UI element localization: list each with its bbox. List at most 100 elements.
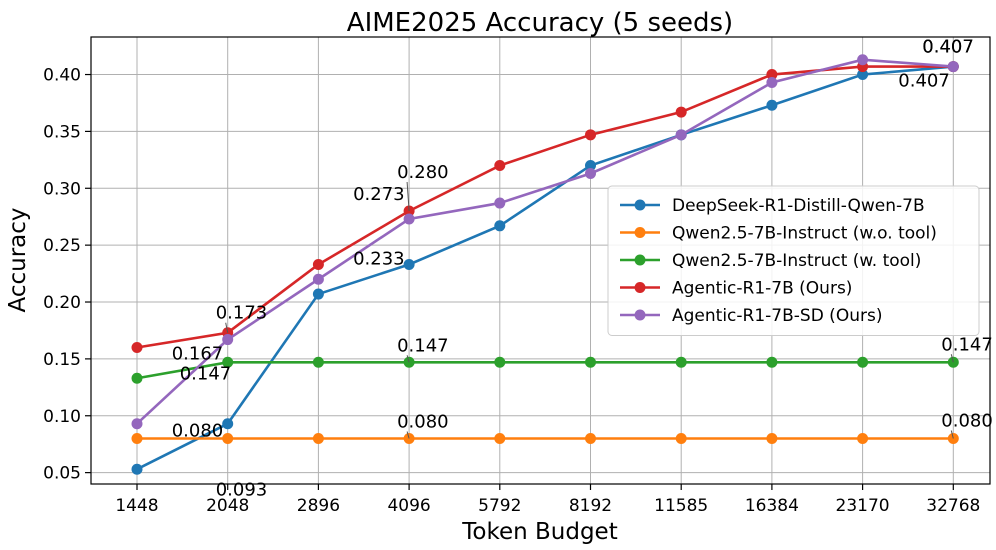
- data-point: [222, 433, 234, 445]
- legend-label: Agentic-R1-7B-SD (Ours): [672, 306, 882, 326]
- data-point: [585, 129, 596, 141]
- data-point: [222, 334, 234, 346]
- x-tick-label: 2896: [297, 496, 340, 516]
- data-point: [312, 273, 324, 285]
- data-label: 0.407: [922, 37, 974, 58]
- data-point: [585, 167, 596, 179]
- data-label: 0.167: [172, 344, 224, 365]
- y-tick-label: 0.10: [43, 407, 81, 427]
- y-tick-label: 0.15: [43, 350, 81, 370]
- y-tick-label: 0.40: [43, 66, 81, 86]
- data-point: [675, 433, 687, 445]
- legend-label: Qwen2.5-7B-Instruct (w.o. tool): [672, 224, 937, 244]
- data-point: [857, 54, 869, 66]
- data-point: [766, 356, 778, 368]
- y-axis-label: Accuracy: [5, 207, 31, 312]
- x-tick-label: 5792: [478, 496, 521, 516]
- data-point: [766, 433, 778, 445]
- data-point: [675, 129, 687, 141]
- y-tick-label: 0.05: [43, 464, 81, 484]
- data-label: 0.147: [180, 363, 232, 384]
- data-point: [947, 61, 959, 73]
- legend-label: Qwen2.5-7B-Instruct (w. tool): [672, 251, 921, 271]
- label-leader: [406, 181, 410, 212]
- data-point: [585, 356, 596, 368]
- legend-swatch-marker: [634, 227, 646, 238]
- y-tick-label: 0.25: [43, 236, 81, 256]
- plot-frame: [90, 36, 991, 485]
- data-label: 0.147: [397, 335, 449, 356]
- data-label: 0.407: [922, 37, 974, 58]
- label-leader: [950, 354, 954, 363]
- data-point: [131, 342, 143, 354]
- data-label: 0.280: [397, 162, 449, 183]
- series-1: [131, 433, 959, 445]
- x-tick-label: 16384: [745, 496, 799, 516]
- x-tick-label: 1448: [115, 496, 158, 516]
- chart-title: AIME2025 Accuracy (5 seeds): [347, 8, 733, 38]
- data-label: 0.407: [898, 71, 950, 92]
- data-point: [312, 288, 324, 300]
- data-label: 0.080: [397, 412, 449, 433]
- data-point: [585, 433, 596, 445]
- series-2: [131, 356, 959, 384]
- data-label: 0.080: [941, 411, 993, 432]
- series-line: [136, 65, 954, 471]
- data-point: [312, 433, 324, 445]
- data-point: [312, 258, 324, 270]
- legend-box: [607, 185, 980, 336]
- data-point: [857, 69, 869, 81]
- data-point: [766, 99, 778, 111]
- series-4: [131, 54, 959, 430]
- data-point: [675, 356, 687, 368]
- legend-swatch-marker: [634, 254, 646, 266]
- data-point: [131, 372, 143, 384]
- data-point: [857, 356, 869, 368]
- x-tick-label: 32768: [926, 496, 980, 516]
- x-tick-label: 8192: [569, 496, 612, 516]
- label-leader: [406, 355, 410, 363]
- data-point: [766, 76, 778, 88]
- y-tick-label: 0.35: [43, 122, 81, 142]
- data-point: [494, 433, 506, 445]
- data-label: 0.093: [216, 480, 268, 501]
- x-tick-label: 4096: [387, 496, 430, 516]
- legend-swatch-marker: [634, 199, 646, 211]
- y-tick-label: 0.30: [43, 179, 81, 199]
- data-label: 0.273: [353, 184, 405, 205]
- data-label: 0.147: [941, 334, 993, 355]
- data-label: 0.080: [172, 421, 224, 442]
- data-point: [494, 356, 506, 368]
- label-leader: [406, 431, 410, 439]
- series-line: [136, 58, 954, 425]
- data-point: [131, 418, 143, 430]
- legend-label: DeepSeek-R1-Distill-Qwen-7B: [672, 196, 925, 216]
- data-point: [494, 197, 506, 209]
- data-labels: 0.0800.0930.1470.1670.1730.0800.1470.233…: [172, 37, 993, 501]
- data-point: [494, 160, 506, 172]
- label-leader: [950, 430, 954, 439]
- data-point: [857, 433, 869, 445]
- data-point: [131, 463, 143, 475]
- data-point: [403, 213, 415, 225]
- data-point: [222, 356, 234, 368]
- y-tick-label: 0.20: [43, 293, 81, 313]
- axes: 1448 2048 2896 4096 5792 8192 11585 16384 23170 3…: [43, 36, 991, 516]
- data-point: [585, 160, 596, 172]
- legend-label: Agentic-R1-7B (Ours): [672, 279, 852, 299]
- data-point: [312, 356, 324, 368]
- data-point: [675, 106, 687, 118]
- legend-swatch-marker: [634, 282, 646, 293]
- series-line: [136, 360, 954, 380]
- x-tick-label: 11585: [654, 496, 708, 516]
- legend: DeepSeek-R1-Distill-Qwen-7B Qwen2.5-7B-In…: [607, 185, 980, 336]
- data-label: 0.173: [216, 303, 268, 324]
- data-point: [131, 433, 143, 445]
- x-axis-label: Token Budget: [461, 519, 617, 545]
- data-label: 0.233: [353, 248, 405, 269]
- x-tick-label: 23170: [836, 496, 890, 516]
- data-point: [222, 418, 234, 430]
- x-tick-label: 2048: [206, 496, 249, 516]
